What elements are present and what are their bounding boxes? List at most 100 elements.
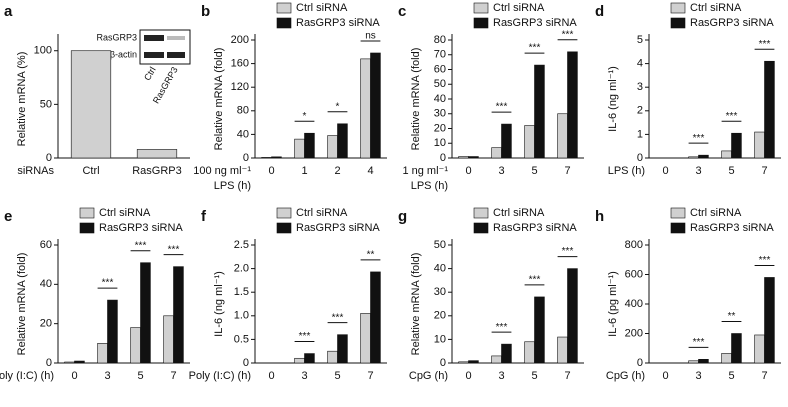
legend-swatch	[473, 207, 489, 219]
x-axis-label: CpG (h)	[606, 370, 645, 382]
blot-band	[144, 35, 164, 41]
panel-label: b	[201, 3, 210, 20]
x-axis-label-top: 100 ng ml⁻¹	[193, 165, 251, 177]
bar	[304, 353, 315, 364]
significance-label: ***	[135, 240, 147, 251]
significance-label: ***	[496, 102, 508, 113]
y-tick-label: 0	[243, 357, 249, 369]
y-tick-label: 100	[34, 45, 52, 57]
blot-band	[144, 52, 164, 58]
bar	[458, 156, 469, 159]
significance-label: ***	[102, 278, 114, 289]
x-tick-label: Ctrl	[82, 165, 99, 177]
bar	[557, 113, 568, 159]
legend-swatch	[276, 17, 292, 29]
significance-label: ***	[168, 244, 180, 255]
panel-label: g	[398, 208, 407, 225]
significance-label: *	[303, 111, 307, 122]
x-tick-label: 2	[334, 165, 340, 177]
y-tick-label: 0.5	[234, 333, 249, 345]
bar	[173, 266, 184, 364]
bar	[754, 131, 765, 159]
y-tick-label: 0	[46, 152, 52, 164]
bar	[360, 313, 371, 364]
bar	[688, 156, 699, 159]
x-axis-label: siRNAs	[17, 165, 54, 177]
y-tick-label: 30	[434, 286, 446, 298]
significance-label: ***	[562, 29, 574, 40]
y-tick-label: 200	[625, 327, 643, 339]
bar	[370, 271, 381, 364]
x-tick-label: 5	[334, 370, 340, 382]
bar	[261, 157, 272, 159]
x-axis-label: LPS (h)	[214, 180, 251, 192]
bar	[163, 315, 174, 364]
bar	[294, 357, 305, 364]
y-axis-label: Relative mRNA (%)	[16, 52, 28, 147]
x-tick-label: 3	[695, 370, 701, 382]
bar	[337, 123, 348, 159]
y-tick-label: 800	[625, 239, 643, 251]
y-tick-label: 600	[625, 268, 643, 280]
bar	[64, 361, 75, 364]
bar	[370, 52, 381, 159]
bar	[327, 135, 338, 159]
x-tick-label: 3	[498, 165, 504, 177]
y-tick-label: 4	[637, 58, 643, 70]
legend-swatch	[670, 207, 686, 219]
x-tick-label: 0	[662, 370, 668, 382]
bar	[754, 334, 765, 364]
significance-label: ***	[726, 111, 738, 122]
bar	[534, 296, 545, 364]
blot-band	[167, 52, 185, 58]
y-tick-label: 30	[434, 108, 446, 120]
y-tick-label: 40	[434, 263, 446, 275]
bar	[698, 154, 709, 159]
y-tick-label: 2.0	[234, 263, 249, 275]
legend-label: Ctrl siRNA	[493, 207, 545, 219]
legend-label: Ctrl siRNA	[690, 2, 742, 14]
bar	[74, 360, 85, 364]
bar	[304, 132, 315, 159]
panel-label: e	[4, 208, 12, 225]
legend-label: Ctrl siRNA	[296, 207, 348, 219]
y-axis-label: IL-6 (pg ml⁻¹)	[607, 271, 619, 337]
legend-swatch	[79, 207, 95, 219]
significance-label: ***	[562, 246, 574, 257]
legend-label: Ctrl siRNA	[493, 2, 545, 14]
y-axis-label: IL-6 (ng ml⁻¹)	[607, 66, 619, 132]
bar	[468, 360, 479, 364]
x-tick-label: 7	[170, 370, 176, 382]
x-tick-label: 3	[498, 370, 504, 382]
y-tick-label: 20	[434, 122, 446, 134]
y-tick-label: 0	[637, 152, 643, 164]
panel-label: c	[398, 3, 406, 20]
significance-label: ***	[693, 337, 705, 348]
y-tick-label: 400	[625, 298, 643, 310]
y-tick-label: 50	[434, 239, 446, 251]
legend-swatch	[473, 17, 489, 29]
significance-label: ***	[332, 312, 344, 323]
y-tick-label: 5	[637, 34, 643, 46]
x-axis-label: CpG (h)	[409, 370, 448, 382]
y-tick-label: 50	[40, 98, 52, 110]
y-tick-label: 20	[40, 318, 52, 330]
bar	[140, 262, 151, 364]
x-tick-label: 4	[367, 165, 373, 177]
y-tick-label: 160	[231, 58, 249, 70]
x-tick-label: 7	[564, 370, 570, 382]
x-tick-label: RasGRP3	[132, 165, 182, 177]
significance-label: ***	[693, 133, 705, 144]
y-tick-label: 120	[231, 81, 249, 93]
y-tick-label: 60	[40, 239, 52, 251]
significance-label: ***	[529, 43, 541, 54]
bar	[721, 150, 732, 159]
bar	[534, 64, 545, 159]
x-axis-label: LPS (h)	[608, 165, 645, 177]
significance-label: ns	[365, 31, 376, 42]
bar	[468, 156, 479, 159]
x-tick-label: 0	[465, 370, 471, 382]
legend-swatch	[276, 222, 292, 234]
y-axis-label: IL-6 (ng ml⁻¹)	[213, 271, 225, 337]
bar	[337, 334, 348, 364]
